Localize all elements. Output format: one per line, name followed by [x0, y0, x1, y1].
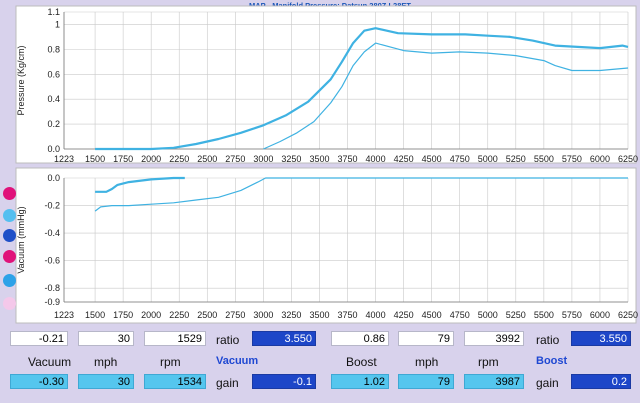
x-tick-label: 3750 — [337, 310, 357, 320]
x-tick-label: 4750 — [450, 154, 470, 164]
boost-peak-field[interactable]: 1.02 — [331, 374, 389, 389]
y-tick-label: 0.6 — [47, 69, 60, 79]
blue-dot-icon — [3, 229, 16, 242]
gain2-label: gain — [536, 376, 559, 390]
boost-peak-mph-field[interactable]: 79 — [398, 374, 454, 389]
y-tick-label: 0.8 — [47, 44, 60, 54]
x-tick-label: 3750 — [337, 154, 357, 164]
x-tick-label: 3250 — [281, 310, 301, 320]
x-tick-label: 1223 — [54, 310, 74, 320]
y-tick-label: -0.6 — [44, 256, 60, 266]
x-tick-label: 3000 — [253, 310, 273, 320]
y-tick-label: 1.1 — [47, 7, 60, 17]
boost-section-title: Boost — [536, 355, 568, 367]
x-tick-label: 2000 — [141, 310, 161, 320]
y-axis-label: Pressure (Kg/cm) — [16, 45, 26, 115]
x-tick-label: 4000 — [366, 310, 386, 320]
x-tick-label: 4500 — [422, 154, 442, 164]
y-tick-label: 0.4 — [47, 94, 60, 104]
x-tick-label: 1500 — [85, 310, 105, 320]
x-tick-label: 6000 — [590, 310, 610, 320]
chart-background — [15, 167, 637, 324]
x-tick-label: 3000 — [253, 154, 273, 164]
boost-value-field[interactable]: 0.86 — [331, 331, 389, 346]
rpm2-label: rpm — [478, 355, 499, 369]
boost-mph-field[interactable]: 79 — [398, 331, 454, 346]
series-line-2 — [263, 42, 629, 150]
x-tick-label: 5250 — [506, 154, 526, 164]
vacuum-value-field[interactable]: -0.21 — [10, 331, 68, 346]
chart-panel-2: 0.0 -0.2 -0.4 -0.6 -0.8 -0.9 1223 1500 1750 2000 2… — [15, 167, 638, 324]
boost-label: Boost — [346, 355, 377, 369]
vacuum-peak-field[interactable]: -0.30 — [10, 374, 68, 389]
x-tick-label: 5750 — [562, 310, 582, 320]
chart-panel-1: 0.0 0.2 0.4 0.6 0.8 1 1.1 1223 1500 1750 2000 2250 2… — [15, 5, 638, 164]
x-tick-label: 2250 — [169, 154, 189, 164]
x-tick-label: 2000 — [141, 154, 161, 164]
y-tick-label: 1 — [55, 19, 60, 29]
y-tick-label: -0.2 — [44, 201, 60, 211]
x-tick-label: 1500 — [85, 154, 105, 164]
series-line-1 — [95, 27, 629, 151]
ratio2-value-field[interactable]: 3.550 — [571, 331, 631, 346]
x-tick-label: 5750 — [562, 154, 582, 164]
y-tick-label: 0.0 — [47, 173, 60, 183]
vacuum-peak-mph-field[interactable]: 30 — [78, 374, 134, 389]
boost-peak-rpm-field[interactable]: 3987 — [464, 374, 524, 389]
magenta-dot-icon — [3, 187, 16, 200]
gain2-value-field[interactable]: 0.2 — [571, 374, 631, 389]
gain-label: gain — [216, 376, 239, 390]
vacuum-section-title: Vacuum — [216, 355, 259, 367]
y-tick-label: 0.2 — [47, 119, 60, 129]
mph2-label: mph — [415, 355, 439, 369]
y-tick-label: -0.4 — [44, 228, 60, 238]
vacuum-label: Vacuum — [28, 355, 72, 369]
x-tick-label: 2250 — [169, 310, 189, 320]
x-tick-label: 4250 — [394, 154, 414, 164]
x-tick-label: 2500 — [197, 310, 217, 320]
x-tick-label: 6250 — [618, 310, 638, 320]
rpm-label: rpm — [160, 355, 181, 369]
mph-label: mph — [94, 355, 118, 369]
vacuum-peak-rpm-field[interactable]: 1534 — [144, 374, 206, 389]
vacuum-mph-field[interactable]: 30 — [78, 331, 134, 346]
x-tick-label: 6250 — [618, 154, 638, 164]
x-tick-label: 1750 — [113, 310, 133, 320]
x-tick-label: 4750 — [450, 310, 470, 320]
x-tick-label: 2500 — [197, 154, 217, 164]
x-tick-label: 5500 — [534, 154, 554, 164]
ratio2-label: ratio — [536, 333, 560, 347]
series-line-1 — [95, 176, 185, 193]
vacuum-rpm-field[interactable]: 1529 — [144, 331, 206, 346]
ratio-label: ratio — [216, 333, 240, 347]
gain-value-field[interactable]: -0.1 — [252, 374, 316, 389]
x-tick-label: 1750 — [113, 154, 133, 164]
x-tick-label: 4250 — [394, 310, 414, 320]
x-tick-label: 3500 — [309, 154, 329, 164]
x-tick-label: 5500 — [534, 310, 554, 320]
magenta-dot-icon — [3, 250, 16, 263]
x-tick-label: 4000 — [366, 154, 386, 164]
x-tick-label: 3500 — [309, 310, 329, 320]
x-tick-label: 3250 — [281, 154, 301, 164]
y-tick-label: -0.8 — [44, 283, 60, 293]
chart-area: MAP - Manifold Pressure: Datsun 280Z L28… — [15, 1, 638, 324]
boost-rpm-field[interactable]: 3992 — [464, 331, 524, 346]
pink-dot-icon — [3, 297, 16, 310]
x-tick-label: 5250 — [506, 310, 526, 320]
x-tick-label: 2750 — [225, 154, 245, 164]
x-tick-label: 4500 — [422, 310, 442, 320]
x-tick-label: 2750 — [225, 310, 245, 320]
x-tick-label: 5000 — [478, 310, 498, 320]
y-tick-label: 0.0 — [47, 144, 60, 154]
y-axis-label: Vacuum (mmHg) — [16, 206, 26, 273]
ratio-value-field[interactable]: 3.550 — [252, 331, 316, 346]
x-tick-label: 5000 — [478, 154, 498, 164]
x-tick-label: 6000 — [590, 154, 610, 164]
cyan-dot-icon — [3, 209, 16, 222]
cyan-dot-icon — [3, 274, 16, 287]
x-tick-label: 1223 — [54, 154, 74, 164]
y-tick-label: -0.9 — [44, 297, 60, 307]
series-line-2 — [94, 177, 628, 212]
